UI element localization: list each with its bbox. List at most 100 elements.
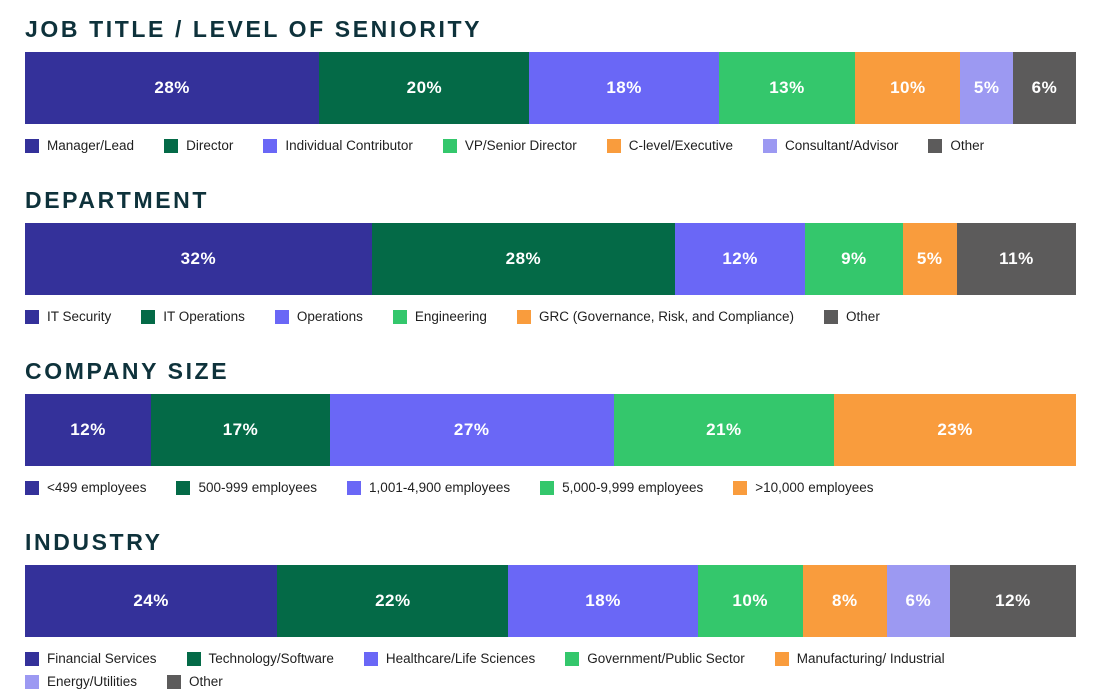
legend-swatch-icon [565,651,580,666]
legend-label: Energy/Utilities [47,673,138,689]
segment-value-label: 5% [973,77,1000,97]
legend-item: Manufacturing/ Industrial [774,650,945,668]
bar-segment: 32% [25,222,372,295]
legend-swatch-icon [392,309,407,324]
legend-item: Other [167,673,223,691]
chart-section: COMPANY SIZE 12% 17% 27% 21% 23% <499 employee… [25,357,1076,497]
legend-swatch-icon [824,309,839,324]
bar-segment: 10% [855,51,961,124]
legend-label: Engineering [414,308,487,324]
bar-segment: 17% [151,393,330,466]
legend-swatch-icon [25,309,39,324]
bar-segment: 11% [956,222,1076,295]
legend-item: GRC (Governance, Risk, and Compliance) [516,308,795,326]
legend-label: VP/Senior Director [464,137,577,153]
bar-segment: 28% [371,222,676,295]
legend-label: Manufacturing/ Industrial [796,650,945,666]
legend-swatch-icon [164,138,179,153]
legend-swatch-icon [928,138,943,153]
bar-segment: 20% [319,51,530,124]
legend-label: >10,000 employees [755,479,874,495]
bar-segment: 22% [277,564,509,637]
legend-swatch-icon [516,309,531,324]
chart-section: JOB TITLE / LEVEL OF SENIORITY 28% 20% 18% 1… [25,15,1076,155]
legend-label: IT Security [47,308,112,324]
legend-swatch-icon [763,138,778,153]
legend-label: Other [189,673,223,689]
legend-swatch-icon [186,651,201,666]
legend-swatch-icon [733,480,748,495]
section-title: JOB TITLE / LEVEL OF SENIORITY [25,16,483,42]
segment-value-label: 5% [916,248,943,268]
legend-item: Other [928,137,984,155]
bar-segment: 9% [805,222,903,295]
legend-label: 5,000-9,999 employees [562,479,704,495]
chart-section: DEPARTMENT 32% 28% 12% 9% 5% 11% IT Security IT … [25,186,1076,326]
legend-item: Technology/Software [186,650,334,668]
legend-swatch-icon [25,138,39,153]
legend-label: C-level/Executive [628,137,734,153]
segment-value-label: 20% [406,77,443,97]
segment-value-label: 22% [375,590,411,610]
legend-item: Director [164,137,233,155]
legend-swatch-icon [274,309,289,324]
bar-segment: 13% [718,51,856,124]
legend-label: Government/Public Sector [587,650,745,666]
legend-item: IT Operations [141,308,245,326]
legend-label: <499 employees [47,479,147,495]
legend-swatch-icon [25,674,39,689]
segment-value-label: 21% [706,419,742,439]
stacked-bar: 12% 17% 27% 21% 23% [25,393,1076,466]
bar-segment: 12% [675,222,806,295]
legend-item: <499 employees [25,479,146,497]
legend-label: GRC (Governance, Risk, and Compliance) [538,308,795,324]
legend: IT Security IT Operations Operations Engine… [25,308,1076,326]
legend-label: Other [846,308,880,324]
bar-segment: 28% [25,51,320,124]
bar-segment: 10% [697,564,803,637]
legend-item: Other [824,308,880,326]
bar-segment: 18% [529,51,719,124]
legend-item: Energy/Utilities [25,673,137,691]
segment-value-label: 24% [133,590,169,610]
segment-value-label: 32% [180,248,217,268]
bar-segment: 18% [508,564,698,637]
legend-swatch-icon [442,138,457,153]
segment-value-label: 11% [999,248,1034,268]
bar-segment: 6% [1012,51,1076,124]
bar-segment: 6% [886,564,950,637]
legend-swatch-icon [347,480,362,495]
legend: <499 employees 500-999 employees 1,001-4,9… [25,479,1076,497]
legend-swatch-icon [167,674,182,689]
legend-swatch-icon [141,309,156,324]
legend-label: 1,001-4,900 employees [369,479,511,495]
legend-swatch-icon [540,480,555,495]
legend-item: 500-999 employees [176,479,317,497]
segment-value-label: 13% [769,77,805,97]
segment-value-label: 18% [585,590,621,610]
legend-item: >10,000 employees [733,479,873,497]
legend-label: IT Operations [163,308,245,324]
segment-value-label: 6% [1031,77,1058,97]
legend-label: Director [186,137,234,153]
bar-segment: 12% [949,564,1076,637]
legend-label: 500-999 employees [198,479,318,495]
stacked-bar: 28% 20% 18% 13% 10% 5% 6% [25,51,1076,124]
legend-item: 5,000-9,999 employees [540,479,703,497]
segment-value-label: 10% [890,77,926,97]
section-title: DEPARTMENT [25,186,210,213]
segment-value-label: 12% [995,590,1031,610]
legend-item: Manager/Lead [25,137,134,155]
segment-value-label: 27% [453,419,490,439]
legend-item: Government/Public Sector [565,650,745,668]
legend-label: Manager/Lead [47,137,135,153]
legend: Financial Services Technology/Software Hea… [25,650,1076,691]
legend-label: Other [950,137,985,153]
legend-swatch-icon [25,651,39,666]
legend-item: 1,001-4,900 employees [347,479,510,497]
legend-item: Individual Contributor [263,137,413,155]
legend-item: VP/Senior Director [442,137,577,155]
legend-item: Operations [274,308,363,326]
legend-label: Technology/Software [208,650,334,666]
